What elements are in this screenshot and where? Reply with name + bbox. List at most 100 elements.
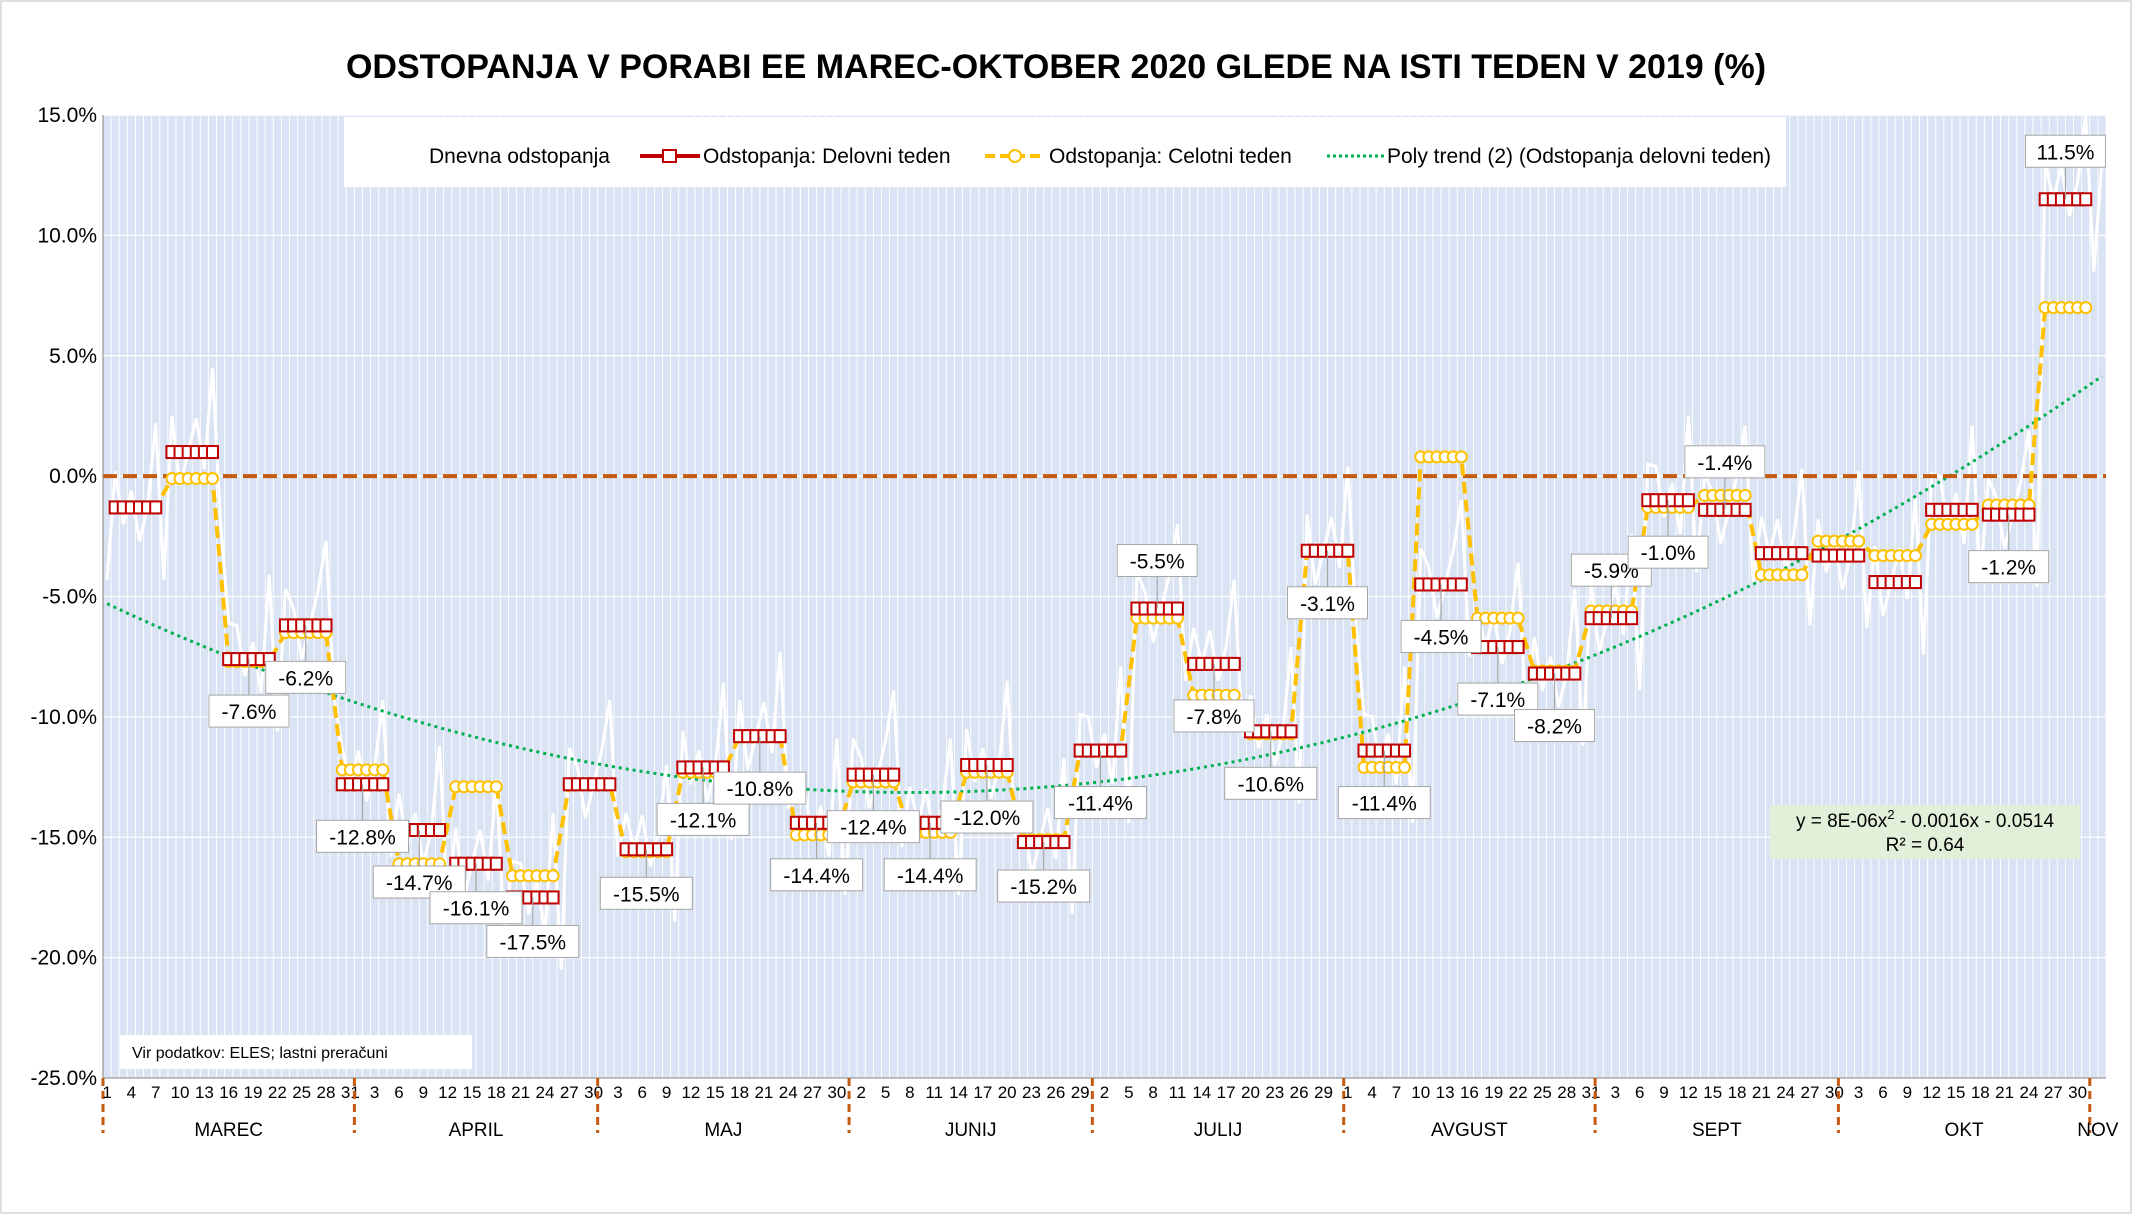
label-box [1968, 550, 2050, 584]
axes: 15.0% 10.0% 5.0% 0.0% -5.0% -10.0% -15.0% -20.0… [30, 104, 2118, 1141]
data-label: -1.0% [1641, 542, 1696, 565]
delovni-marker [660, 842, 674, 857]
x-day-label: 11 [925, 1083, 943, 1102]
x-day-label: 24 [535, 1083, 554, 1102]
data-label: -12.1% [670, 809, 737, 832]
y-tick-label: -20.0% [30, 947, 97, 970]
delovni-marker [1852, 548, 1866, 563]
x-day-label: 18 [487, 1083, 506, 1102]
x-day-label: 10 [171, 1083, 190, 1102]
x-day-label: 14 [949, 1083, 968, 1102]
x-day-label: 9 [1659, 1083, 1668, 1102]
x-day-label: 7 [1392, 1083, 1401, 1102]
data-label: -3.1% [1300, 593, 1355, 616]
data-label: -5.9% [1584, 560, 1639, 583]
r2-text: R² = 0.64 [1886, 835, 1965, 856]
x-day-label: 9 [1903, 1083, 1912, 1102]
celotni-marker [1852, 534, 1866, 548]
x-day-label: 30 [1825, 1083, 1844, 1102]
x-day-label: 6 [394, 1083, 403, 1102]
celotni-marker [2079, 301, 2093, 315]
x-day-label: 2 [856, 1083, 865, 1102]
delovni-marker [1114, 743, 1128, 758]
data-label: -8.2% [1527, 716, 1582, 739]
x-day-label: 25 [292, 1083, 311, 1102]
x-day-label: 1 [1343, 1083, 1352, 1102]
delovni-marker [1454, 577, 1468, 592]
x-day-label: 30 [584, 1083, 603, 1102]
delovni-marker [1965, 502, 1979, 517]
x-day-label: 31 [1582, 1083, 1601, 1102]
legend: Dnevna odstopanja Odstopanja: Delovni te… [344, 117, 1786, 187]
x-day-label: 12 [1679, 1083, 1698, 1102]
celotni-marker [1738, 488, 1752, 502]
x-day-label: 18 [1971, 1083, 1990, 1102]
label-box [486, 924, 580, 958]
x-day-label: 4 [127, 1083, 136, 1102]
delovni-marker [1227, 656, 1241, 671]
label-box [940, 800, 1034, 834]
x-month-label: SEPT [1692, 1120, 1742, 1141]
data-label: -4.5% [1414, 626, 1469, 649]
legend-label-trend: Poly trend (2) (Odstopanja delovni teden… [1387, 145, 1771, 168]
x-day-label: 12 [681, 1083, 700, 1102]
x-day-label: 6 [1635, 1083, 1644, 1102]
celotni-marker [205, 472, 219, 486]
x-day-label: 9 [419, 1083, 428, 1102]
x-day-label: 15 [1703, 1083, 1722, 1102]
legend-label-delovni: Odstopanja: Delovni teden [703, 145, 951, 168]
x-day-label: 22 [268, 1083, 287, 1102]
x-day-label: 14 [1192, 1083, 1211, 1102]
label-box [265, 660, 347, 694]
y-tick-label: -15.0% [30, 826, 97, 849]
data-label: -7.1% [1470, 689, 1525, 712]
celotni-marker [1227, 688, 1241, 702]
data-label: -12.8% [329, 826, 396, 849]
x-day-label: 17 [1217, 1083, 1236, 1102]
x-day-label: 3 [1854, 1083, 1863, 1102]
x-day-label: 27 [1801, 1083, 1820, 1102]
x-day-label: 24 [2020, 1083, 2039, 1102]
x-day-label: 27 [560, 1083, 579, 1102]
data-label: -11.4% [1352, 793, 1417, 816]
data-label: -10.6% [1237, 773, 1304, 796]
trend-equation: y = 8E-06x2 - 0.0016x - 0.0514 R² = 0.64 [1770, 805, 2080, 859]
delovni-marker [149, 500, 163, 515]
celotni-marker [1398, 760, 1412, 774]
source-note: Vir podatkov: ELES; lastni preračuni [120, 1035, 472, 1069]
y-tick-label: -5.0% [42, 586, 97, 609]
equation-sup: 2 [1887, 807, 1894, 822]
label-box [997, 869, 1091, 903]
data-labels: -7.6%-6.2% -12.8% -14.7% -16.1% -17.5% -15.5%… [208, 134, 2106, 958]
label-box [599, 876, 693, 910]
delovni-marker [2022, 507, 2036, 522]
label-box [315, 819, 409, 853]
delovni-marker [1511, 640, 1525, 655]
x-day-label: 19 [244, 1083, 263, 1102]
label-box [1514, 709, 1596, 743]
y-tick-label: 5.0% [49, 345, 97, 368]
data-label: -12.0% [954, 807, 1021, 830]
x-day-label: 26 [1046, 1083, 1065, 1102]
x-day-label: 6 [638, 1083, 647, 1102]
source-bg [120, 1035, 472, 1069]
x-day-label: 9 [662, 1083, 671, 1102]
data-label: -17.5% [500, 931, 567, 954]
delovni-marker [887, 767, 901, 782]
x-day-label: 7 [151, 1083, 160, 1102]
y-tick-label: -10.0% [30, 706, 97, 729]
x-day-label: 29 [1071, 1083, 1090, 1102]
delovni-marker [1170, 601, 1184, 616]
x-day-label: 15 [463, 1083, 482, 1102]
celotni-marker [1965, 517, 1979, 531]
x-day-label: 20 [1241, 1083, 1260, 1102]
x-day-label: 13 [1436, 1083, 1455, 1102]
data-label: -15.5% [613, 883, 680, 906]
x-day-label: 3 [370, 1083, 379, 1102]
x-day-label: 25 [1533, 1083, 1552, 1102]
delovni-marker [1341, 543, 1355, 558]
x-day-label: 22 [1509, 1083, 1528, 1102]
label-box [656, 802, 750, 836]
x-day-label: 17 [973, 1083, 992, 1102]
